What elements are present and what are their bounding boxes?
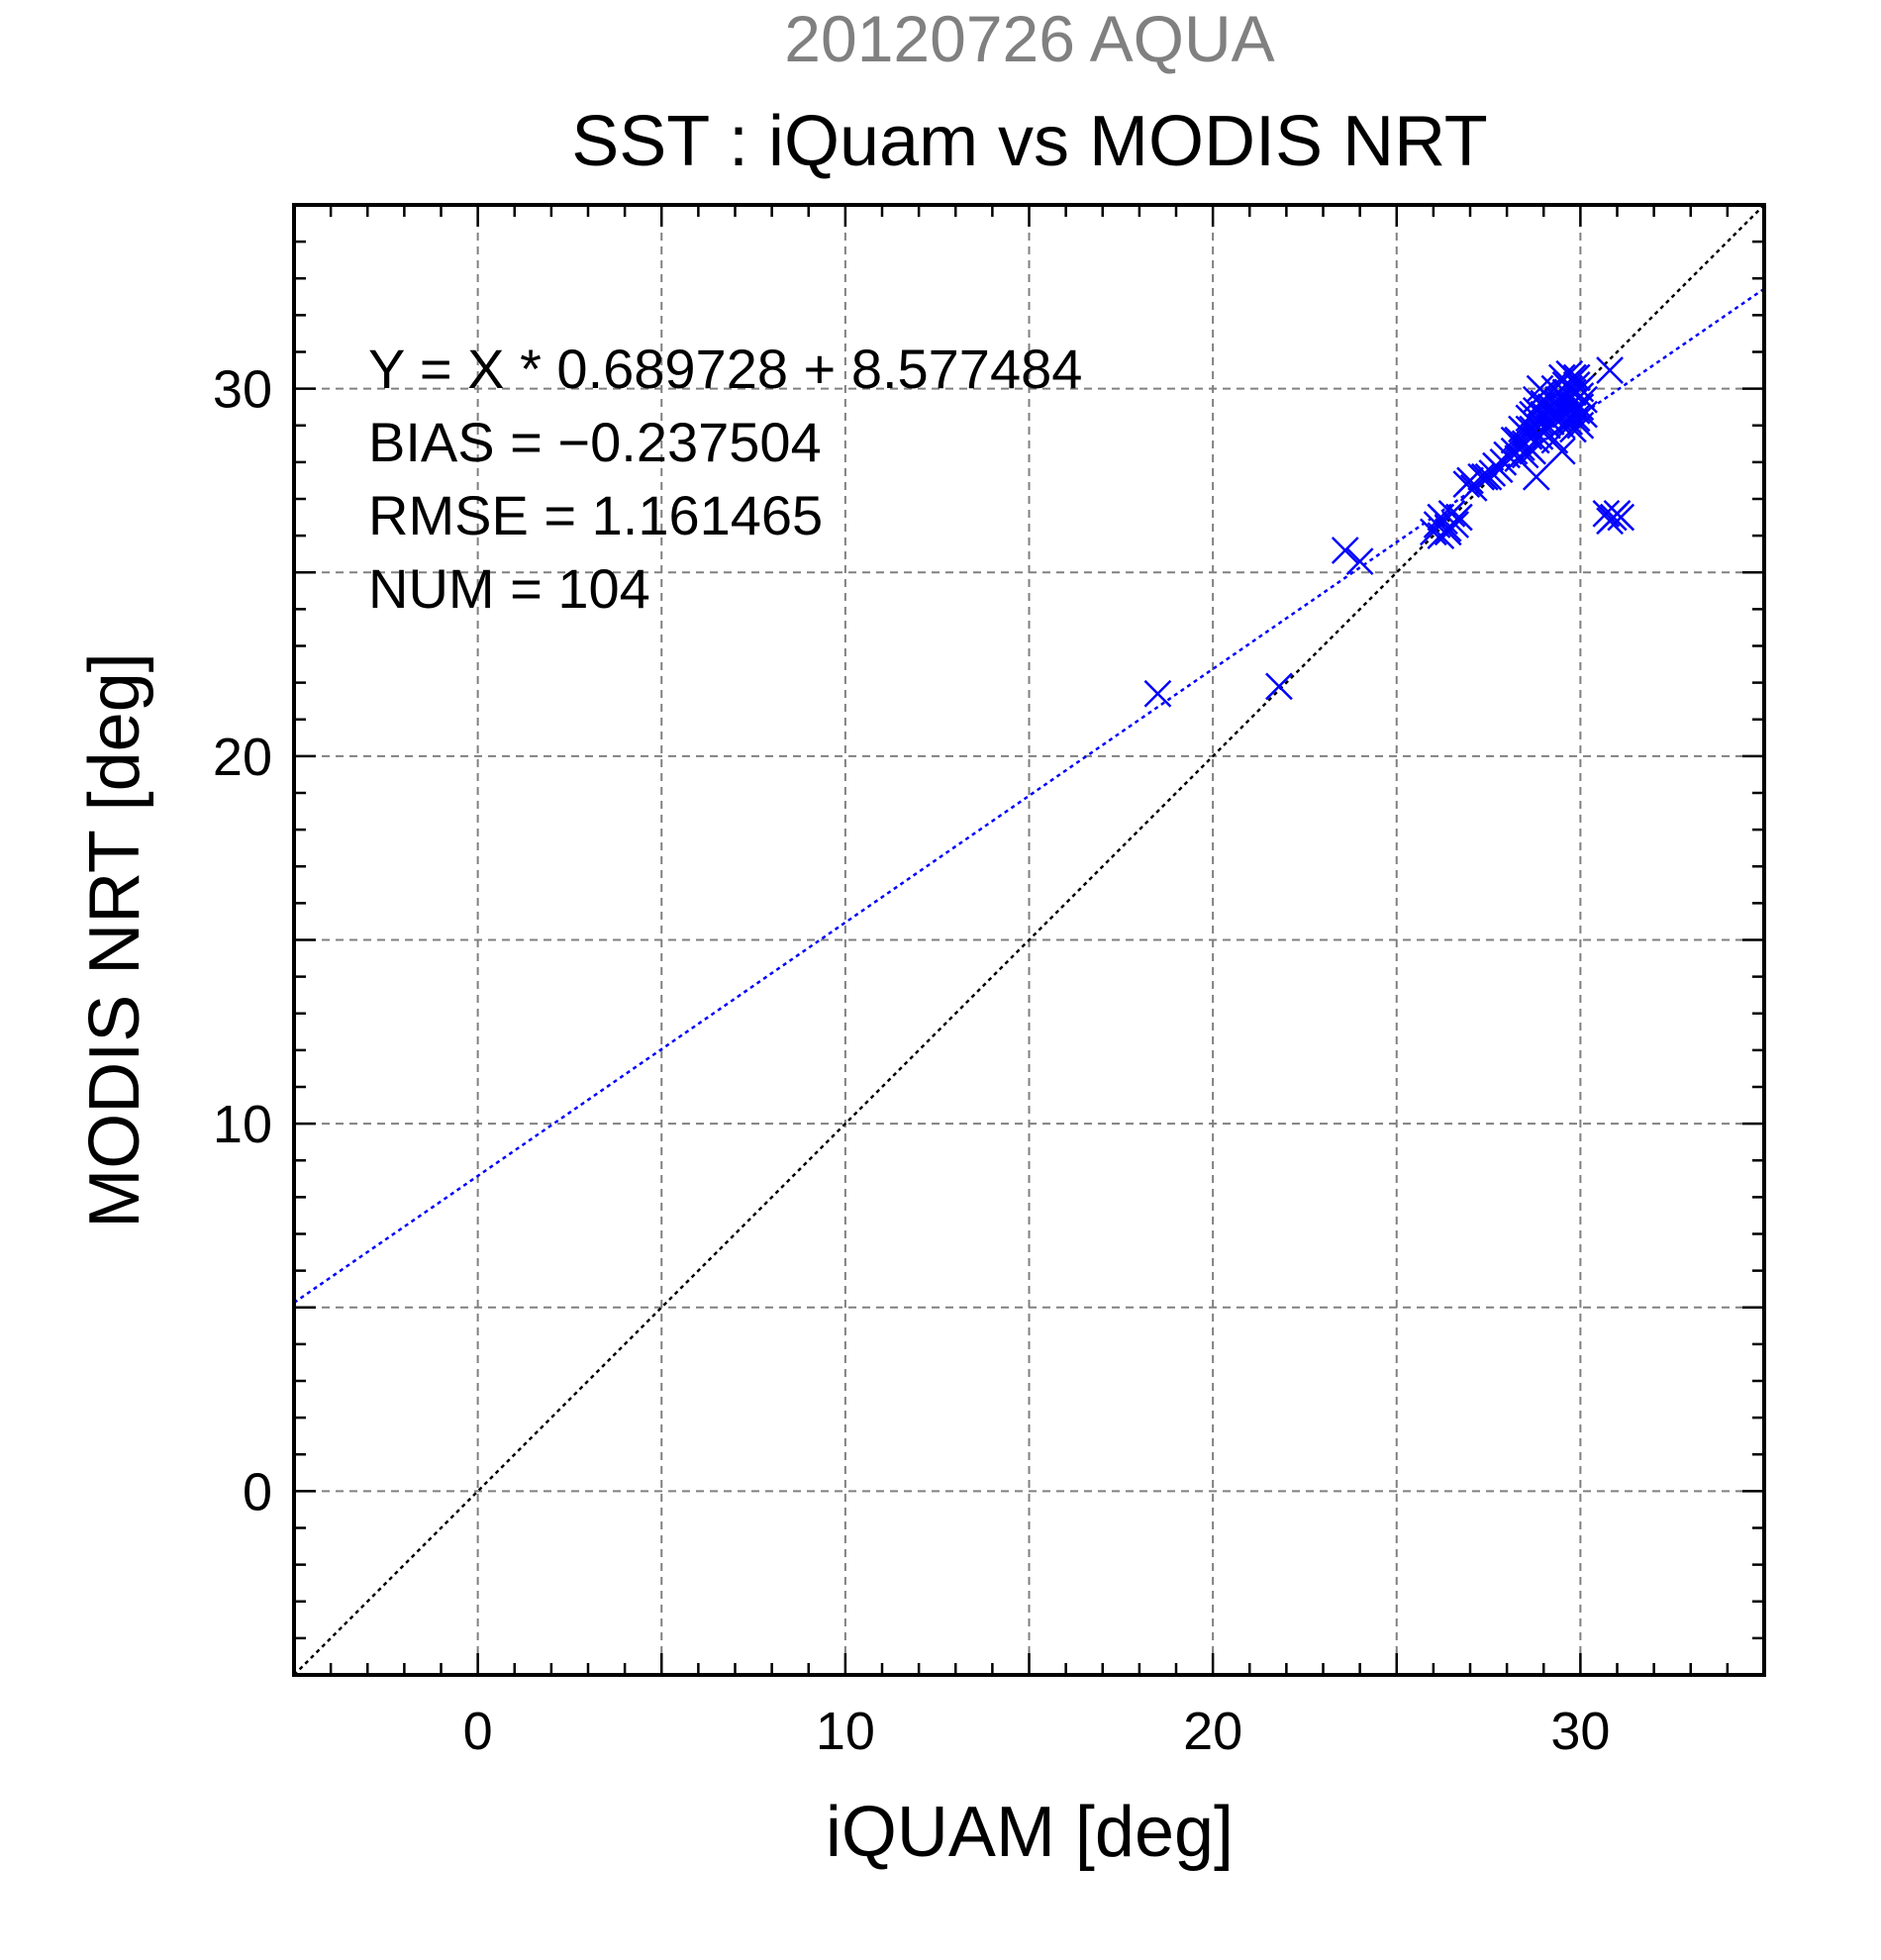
- identity-line: [294, 205, 1764, 1675]
- data-point: [1265, 672, 1293, 701]
- plot-frame: [292, 203, 1766, 1677]
- data-point-stroke: [1562, 404, 1591, 433]
- data-point: [1570, 400, 1598, 429]
- x-tick-label: 20: [1183, 1702, 1242, 1761]
- data-point-stroke: [1526, 374, 1554, 403]
- data-points: [1143, 356, 1635, 708]
- data-point: [1427, 503, 1455, 532]
- reference-lines: [294, 205, 1764, 1675]
- data-point-stroke: [1566, 411, 1595, 440]
- data-point-stroke: [1427, 503, 1455, 532]
- x-tick-label: 0: [463, 1702, 493, 1761]
- data-point-stroke: [1485, 455, 1514, 484]
- y-tick-label: 20: [213, 728, 272, 787]
- data-point-stroke: [1470, 462, 1499, 491]
- data-point-stroke: [1515, 434, 1543, 461]
- annotation-rmse: RMSE = 1.161465: [368, 484, 823, 546]
- data-point-stroke: [1570, 385, 1598, 414]
- chart-title: SST : iQuam vs MODIS NRT: [571, 102, 1488, 181]
- tick-labels: 0 10 20 30 0 10 20 30: [213, 360, 1610, 1761]
- data-point: [1526, 374, 1554, 403]
- data-point-stroke: [1570, 400, 1598, 429]
- data-point-stroke: [1596, 356, 1624, 384]
- annotation-fit-equation: Y = X * 0.689728 + 8.577484: [368, 338, 1082, 400]
- data-point: [1547, 437, 1576, 465]
- y-tick-label: 30: [213, 360, 272, 420]
- data-point: [1467, 462, 1496, 491]
- data-point: [1485, 455, 1514, 484]
- data-point: [1434, 518, 1462, 546]
- data-point: [1143, 679, 1172, 708]
- data-point-stroke: [1547, 437, 1576, 465]
- x-tick-label: 30: [1550, 1702, 1610, 1761]
- x-tick-label: 10: [816, 1702, 875, 1761]
- data-point-stroke: [1437, 499, 1466, 528]
- data-point-stroke: [1555, 408, 1584, 436]
- y-tick-label: 10: [213, 1095, 272, 1154]
- data-point-stroke: [1519, 400, 1546, 429]
- data-point: [1478, 459, 1507, 487]
- data-point-stroke: [1331, 537, 1359, 564]
- data-point: [1437, 499, 1466, 528]
- data-point-stroke: [1478, 459, 1507, 487]
- data-point: [1526, 400, 1554, 429]
- data-point: [1555, 408, 1584, 436]
- data-point: [1562, 363, 1591, 392]
- data-point-stroke: [1562, 363, 1591, 392]
- data-point: [1559, 415, 1587, 443]
- data-point: [1566, 411, 1595, 440]
- data-point-stroke: [1511, 441, 1539, 469]
- data-point: [1331, 537, 1359, 564]
- data-point-stroke: [1526, 400, 1554, 429]
- annotation-count: NUM = 104: [368, 557, 650, 620]
- data-point-stroke: [1592, 499, 1621, 528]
- data-point-stroke: [1345, 547, 1374, 575]
- data-point: [1345, 547, 1374, 575]
- data-point-stroke: [1467, 462, 1496, 491]
- data-point: [1470, 462, 1499, 491]
- data-point: [1515, 434, 1543, 461]
- y-axis-label: MODIS NRT [deg]: [75, 652, 154, 1228]
- data-point-stroke: [1596, 507, 1624, 536]
- data-point-stroke: [1434, 518, 1462, 546]
- data-point-stroke: [1143, 679, 1172, 708]
- data-point: [1596, 507, 1624, 536]
- y-tick-label: 0: [243, 1462, 272, 1521]
- x-axis-label: iQUAM [deg]: [826, 1793, 1234, 1872]
- data-point: [1519, 400, 1546, 429]
- data-point: [1596, 356, 1624, 384]
- data-point-stroke: [1559, 415, 1587, 443]
- data-point: [1570, 385, 1598, 414]
- annotation-bias: BIAS = −0.237504: [368, 411, 822, 473]
- data-point: [1511, 441, 1539, 469]
- data-point-stroke: [1522, 462, 1550, 491]
- chart-supertitle: 20120726 AQUA: [784, 2, 1274, 75]
- data-point-stroke: [1540, 426, 1569, 454]
- data-point-stroke: [1265, 672, 1293, 701]
- data-point: [1522, 462, 1550, 491]
